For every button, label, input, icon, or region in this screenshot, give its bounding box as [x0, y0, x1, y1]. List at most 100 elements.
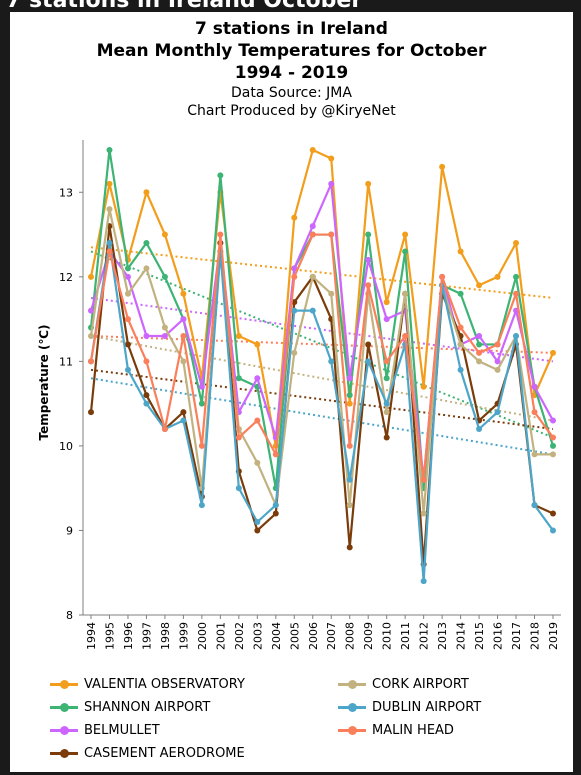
x-tick-label: 1999	[177, 622, 190, 650]
series-line-dublin-airport	[89, 241, 554, 583]
data-point-cork-airport	[383, 409, 390, 416]
data-point-valentia-observatory	[328, 155, 335, 162]
x-tick-label: 2014	[455, 622, 468, 650]
data-point-valentia-observatory	[457, 248, 464, 255]
data-point-casement-aerodrome	[550, 510, 556, 517]
data-point-belmullet	[531, 383, 538, 390]
data-point-malin-head	[217, 231, 224, 238]
data-point-malin-head	[143, 358, 150, 365]
y-tick-label: 9	[66, 524, 73, 537]
data-point-valentia-observatory	[383, 299, 390, 306]
data-point-malin-head	[457, 324, 464, 331]
legend-marker	[60, 680, 69, 689]
data-point-shannon-airport	[161, 273, 168, 280]
legend-marker	[348, 680, 357, 689]
data-point-dublin-airport	[291, 307, 298, 314]
data-point-dublin-airport	[106, 240, 113, 246]
data-point-shannon-airport	[457, 290, 464, 297]
legend-swatch	[50, 703, 78, 712]
data-point-cork-airport	[124, 290, 131, 297]
legend-marker	[60, 703, 69, 712]
legend-swatch	[338, 726, 366, 735]
legend-label: BELMULLET	[84, 723, 160, 738]
data-point-dublin-airport	[531, 502, 538, 509]
data-point-dublin-airport	[254, 519, 261, 525]
data-point-casement-aerodrome	[272, 510, 279, 517]
x-tick-label: 1996	[122, 622, 135, 650]
legend-item: VALENTIA OBSERVATORY	[50, 677, 245, 692]
x-tick-label: 2008	[344, 622, 357, 650]
chart-titles: 7 stations in Ireland Mean Monthly Tempe…	[10, 18, 573, 120]
data-point-belmullet	[180, 316, 187, 323]
series-line-shannon-airport	[89, 148, 555, 490]
data-point-cork-airport	[291, 349, 298, 356]
legend-label: SHANNON AIRPORT	[84, 700, 211, 715]
data-point-malin-head	[124, 316, 131, 323]
data-point-valentia-observatory	[143, 189, 150, 196]
data-point-cork-airport	[346, 502, 353, 509]
data-point-dublin-airport	[476, 426, 483, 432]
data-point-belmullet	[494, 358, 501, 365]
legend-label: CORK AIRPORT	[372, 677, 469, 692]
data-point-valentia-observatory	[420, 383, 427, 390]
data-point-dublin-airport	[272, 502, 279, 509]
data-point-shannon-airport	[217, 172, 224, 179]
data-point-casement-aerodrome	[143, 392, 150, 399]
legend-marker	[60, 749, 69, 758]
data-point-malin-head	[513, 290, 520, 297]
legend-swatch	[50, 749, 78, 758]
data-point-valentia-observatory	[88, 273, 94, 280]
legend-item: MALIN HEAD	[338, 723, 454, 738]
data-point-valentia-observatory	[476, 282, 483, 289]
data-point-cork-airport	[328, 290, 335, 297]
data-point-shannon-airport	[106, 147, 113, 153]
legend-label: DUBLIN AIRPORT	[372, 700, 482, 715]
data-point-dublin-airport	[420, 578, 427, 585]
y-tick-label: 13	[59, 186, 73, 199]
data-point-dublin-airport	[457, 366, 464, 373]
data-point-dublin-airport	[346, 476, 353, 483]
data-point-belmullet	[346, 375, 353, 382]
data-point-casement-aerodrome	[180, 409, 187, 416]
x-tick-label: 2006	[307, 622, 320, 650]
data-point-cork-airport	[402, 290, 409, 297]
legend-swatch	[50, 726, 78, 735]
data-point-dublin-airport	[235, 485, 242, 492]
chart-title-line3: 1994 - 2019	[234, 63, 349, 83]
trendline-valentia-observatory	[90, 246, 554, 299]
data-point-cork-airport	[531, 451, 538, 458]
y-tick-label: 11	[59, 355, 73, 368]
x-tick-label: 2003	[251, 622, 264, 650]
data-point-dublin-airport	[198, 502, 205, 509]
data-point-belmullet	[291, 265, 298, 272]
data-point-cork-airport	[476, 358, 483, 365]
data-point-malin-head	[291, 273, 298, 280]
data-point-dublin-airport	[309, 307, 316, 314]
chart-title-line2: Mean Monthly Temperatures for October	[96, 41, 487, 61]
series-line-belmullet	[89, 182, 554, 481]
data-point-dublin-airport	[328, 358, 335, 365]
data-point-casement-aerodrome	[346, 544, 353, 551]
line-chart: 8 9 10 11 12 13 Temperature (℃) 1994 1995 1996 199…	[37, 140, 561, 650]
data-point-belmullet	[161, 333, 168, 339]
data-point-shannon-airport	[124, 265, 131, 272]
y-tick-label: 12	[59, 271, 73, 284]
data-point-cork-airport	[254, 459, 261, 466]
data-point-valentia-observatory	[550, 349, 556, 356]
data-point-belmullet	[124, 273, 131, 280]
x-tick-label: 2005	[288, 622, 301, 650]
data-point-belmullet	[143, 333, 150, 339]
data-point-malin-head	[476, 349, 483, 356]
data-point-cork-airport	[420, 510, 427, 517]
data-point-malin-head	[420, 476, 427, 483]
data-point-dublin-airport	[180, 417, 187, 424]
y-tick-label: 10	[59, 440, 73, 453]
data-point-malin-head	[346, 442, 353, 449]
data-point-malin-head	[235, 434, 242, 441]
data-point-cork-airport	[143, 265, 150, 272]
data-point-malin-head	[106, 248, 113, 255]
series-line-valentia-observatory	[89, 148, 555, 448]
data-point-valentia-observatory	[365, 180, 372, 187]
data-point-cork-airport	[180, 358, 187, 365]
data-point-casement-aerodrome	[124, 341, 131, 348]
